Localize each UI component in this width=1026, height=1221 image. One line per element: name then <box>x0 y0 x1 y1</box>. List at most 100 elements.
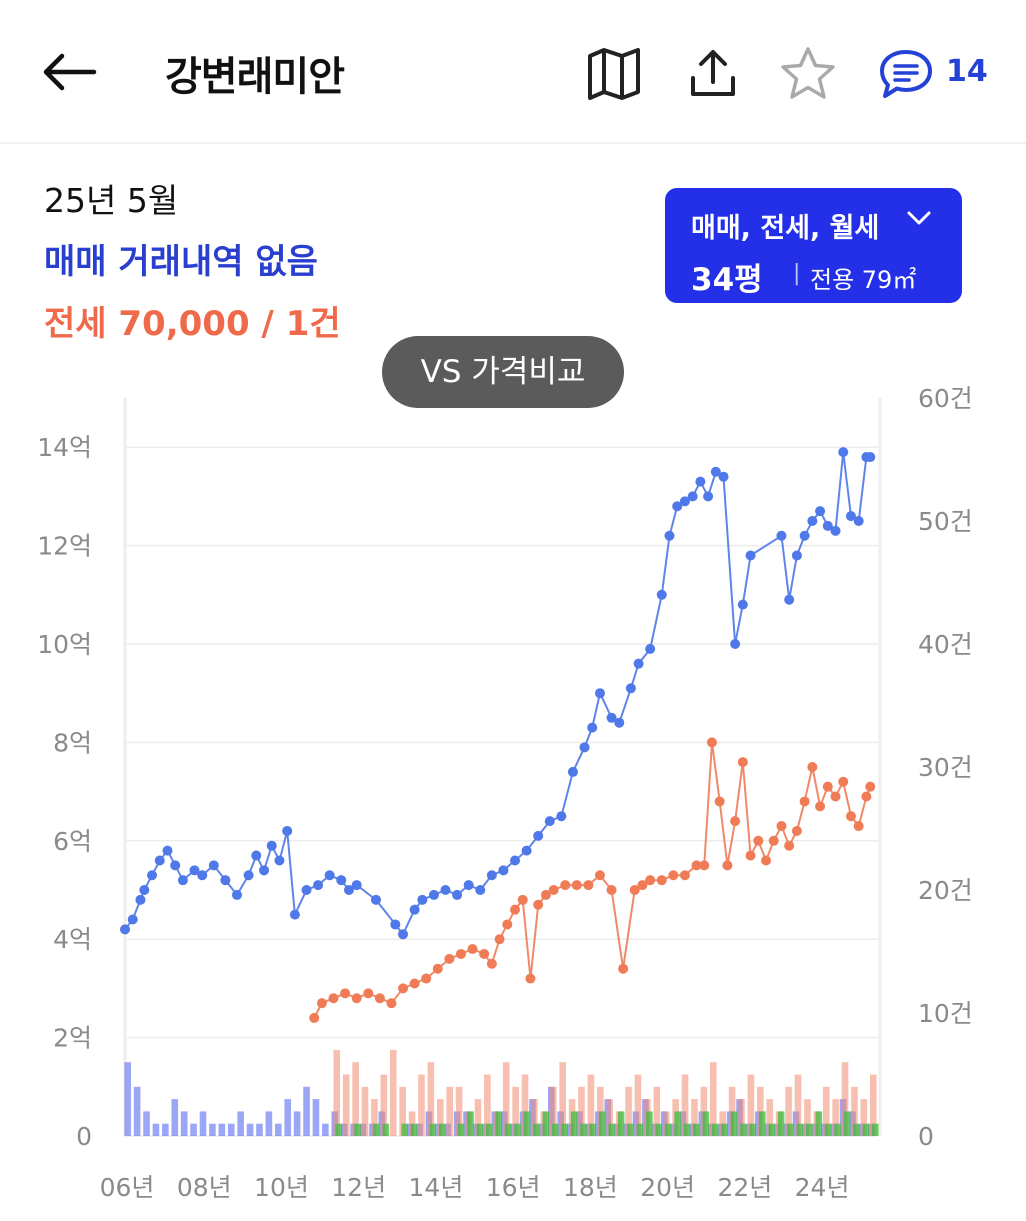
share-button[interactable] <box>683 44 743 104</box>
x-tick-label: 16년 <box>486 1173 541 1202</box>
volume-bar <box>787 1123 794 1136</box>
x-tick-label: 22년 <box>717 1173 772 1202</box>
data-point <box>579 742 590 753</box>
volume-bar <box>869 1074 877 1136</box>
volume-bar <box>474 1099 482 1136</box>
data-point <box>177 875 188 886</box>
comment-button[interactable] <box>876 44 936 104</box>
volume-bar <box>380 1074 388 1136</box>
data-point <box>637 880 648 891</box>
volume-bar <box>418 1074 425 1136</box>
back-button[interactable] <box>38 48 98 96</box>
volume-bar <box>502 1062 510 1136</box>
data-point <box>807 516 818 526</box>
data-point <box>768 835 779 846</box>
comment-icon <box>880 50 932 98</box>
chevron-down-icon <box>905 204 933 239</box>
volume-bar <box>361 1086 369 1136</box>
data-point <box>664 530 675 541</box>
vs-compare-button[interactable]: VS 가격비교 <box>382 336 624 408</box>
data-point <box>139 885 150 895</box>
map-button[interactable] <box>584 44 644 104</box>
data-point <box>761 855 772 866</box>
data-point <box>409 978 420 989</box>
data-point <box>208 860 219 871</box>
volume-bar <box>796 1123 804 1136</box>
y-tick-label-right: 50건 <box>918 507 973 536</box>
data-point <box>154 855 165 866</box>
x-tick-label: 12년 <box>331 1173 386 1202</box>
x-tick-label: 18년 <box>563 1173 618 1202</box>
volume-bar <box>455 1086 463 1136</box>
volume-bar <box>495 1111 503 1136</box>
data-point <box>510 855 521 866</box>
y-tick-label-left: 2억 <box>53 1024 92 1053</box>
data-point <box>452 889 463 900</box>
volume-bar <box>427 1062 435 1136</box>
data-point <box>656 589 667 600</box>
x-tick-label: 20년 <box>640 1173 695 1202</box>
volume-bar <box>578 1086 585 1136</box>
volume-bar <box>342 1074 350 1136</box>
data-point <box>351 993 362 1004</box>
volume-bar <box>815 1111 823 1136</box>
data-point <box>722 860 733 871</box>
data-point <box>865 452 876 463</box>
selected-date: 25년 5월 <box>44 181 179 220</box>
data-point <box>147 870 158 881</box>
volume-bar <box>542 1111 550 1136</box>
volume-bar <box>457 1123 465 1136</box>
volume-bar <box>504 1123 512 1136</box>
data-point <box>120 924 130 935</box>
volume-bar <box>806 1123 813 1136</box>
data-point <box>486 870 497 881</box>
volume-bar <box>625 1086 632 1136</box>
volume-bar <box>606 1099 614 1136</box>
data-point <box>799 796 810 807</box>
y-tick-label-right: 20건 <box>918 876 973 905</box>
data-point <box>784 594 795 605</box>
filter-dropdown[interactable]: 매매, 전세, 월세 34평 | 전용 79㎡ <box>665 188 962 303</box>
volume-bar <box>410 1123 418 1136</box>
data-point <box>567 766 578 777</box>
data-point <box>730 816 741 827</box>
data-point <box>301 885 312 895</box>
data-point <box>845 811 856 822</box>
volume-bar <box>599 1111 606 1136</box>
data-point <box>371 894 381 905</box>
volume-bar <box>627 1123 634 1136</box>
volume-bar <box>549 1086 557 1136</box>
volume-bar <box>521 1074 529 1136</box>
data-point <box>730 639 741 649</box>
volume-bar <box>190 1123 197 1136</box>
y-tick-label-left: 10억 <box>37 630 92 659</box>
volume-bar <box>871 1123 879 1136</box>
star-icon <box>781 47 835 99</box>
volume-bar <box>133 1086 141 1136</box>
volume-bar <box>851 1086 858 1136</box>
data-point <box>220 875 231 886</box>
volume-bar <box>246 1123 254 1136</box>
data-point <box>266 840 277 851</box>
volume-bar <box>561 1123 568 1136</box>
volume-bar <box>636 1123 644 1136</box>
data-point <box>521 845 532 856</box>
volume-bar <box>303 1086 310 1136</box>
data-point <box>706 737 717 748</box>
volume-bar <box>860 1099 868 1136</box>
data-point <box>583 880 594 891</box>
volume-bar <box>312 1099 320 1136</box>
data-point <box>714 796 725 807</box>
volume-bar <box>180 1111 188 1136</box>
data-point <box>421 973 432 984</box>
volume-bar <box>322 1123 329 1136</box>
data-point <box>440 885 451 895</box>
data-point <box>533 899 544 910</box>
volume-bar <box>199 1111 207 1136</box>
data-point <box>170 860 181 871</box>
favorite-button[interactable] <box>778 44 838 104</box>
volume-bar <box>514 1123 521 1136</box>
volume-bar <box>373 1123 380 1136</box>
volume-bar <box>655 1123 663 1136</box>
x-tick-label: 06년 <box>100 1173 155 1202</box>
